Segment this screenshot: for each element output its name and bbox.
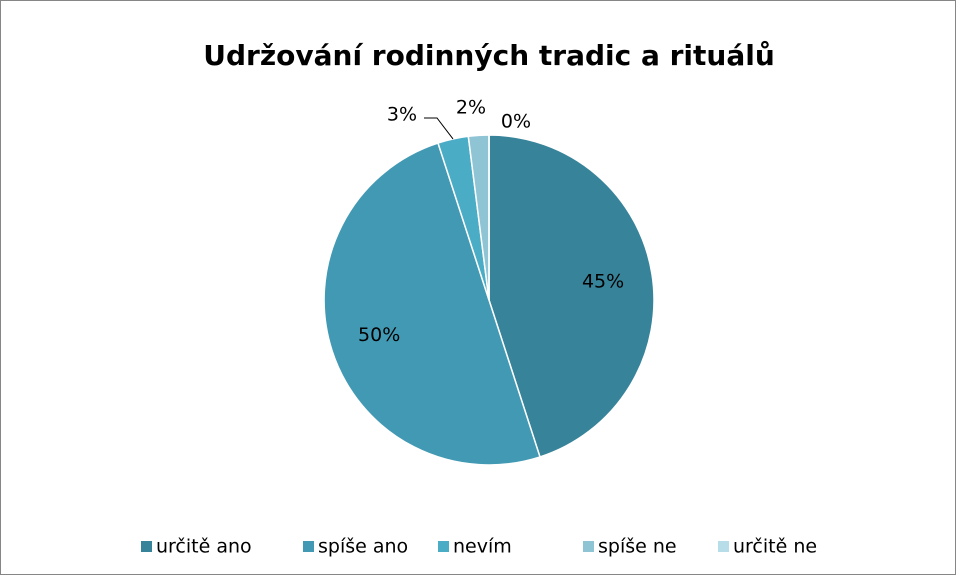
legend-swatch (718, 541, 729, 552)
pie-slice (488, 134, 655, 458)
data-label: 50% (358, 324, 400, 346)
data-label: 0% (501, 111, 531, 133)
pie-slice (323, 142, 541, 466)
legend-swatch (583, 541, 594, 552)
legend-label: nevím (453, 536, 512, 558)
leader-line (424, 117, 454, 140)
legend-swatch (141, 541, 152, 552)
data-label: 45% (582, 270, 624, 292)
legend-label: spíše ano (318, 536, 408, 558)
chart-title: Udržování rodinných tradic a rituálů (203, 39, 775, 72)
data-label: 2% (456, 97, 486, 119)
legend-swatch (438, 541, 449, 552)
legend-label: spíše ne (598, 536, 677, 558)
legend-swatch (303, 541, 314, 552)
legend-label: určitě ano (156, 536, 252, 558)
legend-label: určitě ne (733, 536, 817, 558)
data-label: 3% (387, 104, 417, 126)
